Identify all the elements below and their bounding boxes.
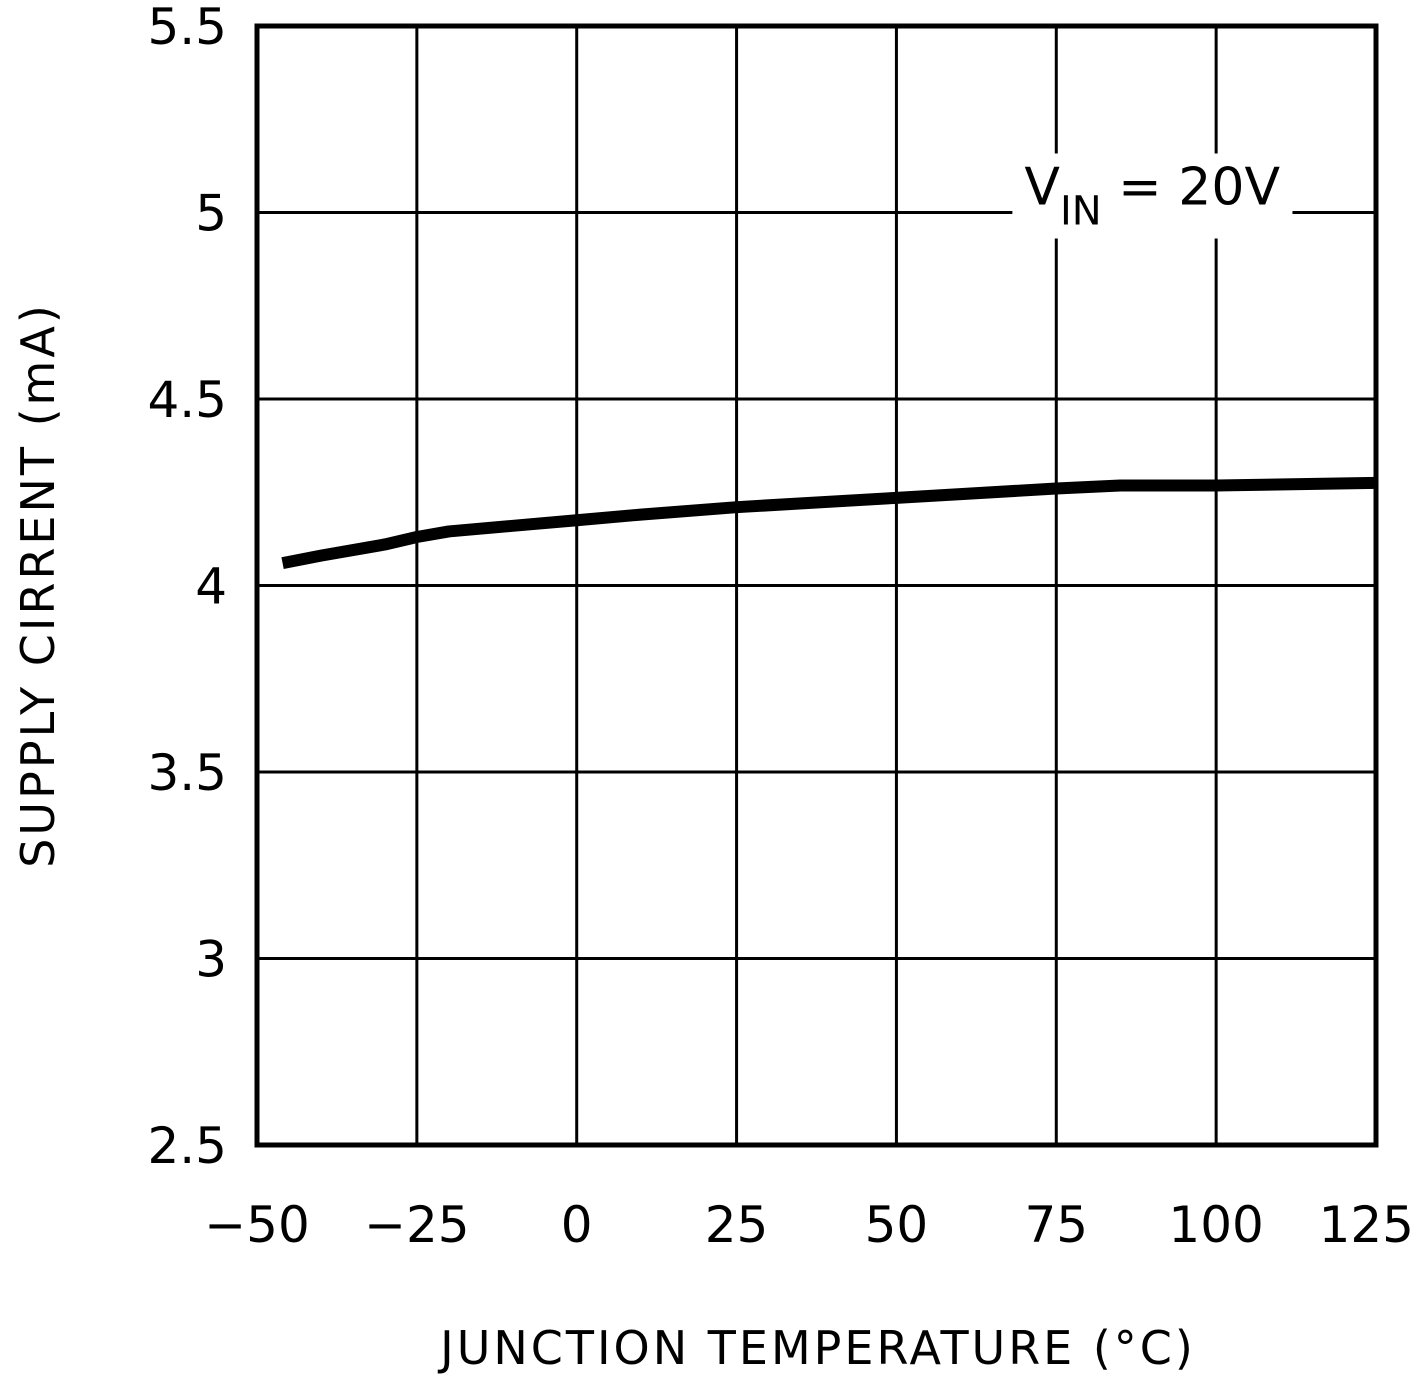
y-tick-label: 5 — [195, 185, 227, 243]
y-tick-label: 5.5 — [147, 0, 227, 56]
x-tick-label: 25 — [705, 1196, 769, 1254]
y-tick-label: 2.5 — [147, 1117, 227, 1175]
y-tick-label: 4 — [195, 558, 227, 616]
x-tick-label: 50 — [865, 1196, 929, 1254]
annotation-value: = 20V — [1102, 158, 1281, 218]
x-axis-title: JUNCTION TEMPERATURE (°C) — [437, 1321, 1196, 1375]
x-tick-label: 125 — [1319, 1196, 1414, 1254]
y-tick-labels: 2.5 3 3.5 4 4.5 5 5.5 — [147, 0, 227, 1175]
series-line-0 — [281, 476, 1377, 570]
annotation-background — [1012, 153, 1293, 239]
x-tick-label: 100 — [1168, 1196, 1263, 1254]
annotation-vin: VIN = 20V — [1012, 153, 1293, 239]
annotation-v: V — [1024, 158, 1060, 218]
x-tick-label: −25 — [364, 1196, 470, 1254]
x-tick-labels: −50 −25 0 25 50 75 100 125 — [204, 1196, 1414, 1254]
x-tick-label: −50 — [204, 1196, 310, 1254]
x-tick-label: 75 — [1024, 1196, 1088, 1254]
y-axis-title: SUPPLY CIRRENT (mA) — [11, 302, 65, 868]
annotation-subscript: IN — [1060, 189, 1102, 235]
y-tick-label: 3 — [195, 931, 227, 989]
y-tick-label: 4.5 — [147, 371, 227, 429]
y-tick-label: 3.5 — [147, 744, 227, 802]
series — [281, 476, 1377, 570]
annotation-text: VIN = 20V — [1024, 158, 1280, 235]
x-tick-label: 0 — [561, 1196, 593, 1254]
plot-frame — [254, 23, 1379, 1148]
